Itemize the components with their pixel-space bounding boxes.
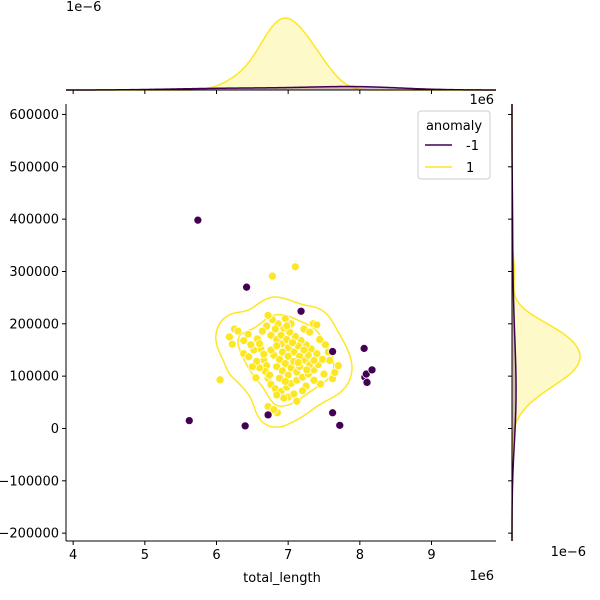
point-normal [233,326,243,336]
point-normal [292,396,302,406]
point-normal [251,373,261,383]
point-normal [268,271,277,281]
point-anomaly [242,282,251,292]
y-tick-label: 300000 [9,265,59,280]
point-normal [272,390,282,400]
main-plot-area: 4 5 6 7 8 9 −200000 −100000 0 100000 200000 300000 4… [0,104,496,563]
right-marginal-offset-label: 1e−6 [551,545,586,560]
point-normal [325,356,335,365]
point-normal [243,329,253,339]
point-anomaly [240,421,250,431]
point-anomaly [193,215,203,225]
point-anomaly [367,365,377,375]
point-normal [312,320,322,330]
right-density-fill-1 [512,104,580,541]
point-normal [270,324,280,334]
x-tick-label: 8 [356,548,364,563]
point-anomaly [362,378,372,387]
point-normal [265,370,274,380]
point-normal [299,345,309,355]
x-tick-label: 7 [284,548,292,563]
x-tick-label: 4 [69,548,77,563]
y-tick-label: −100000 [0,474,59,489]
point-normal [321,340,330,350]
point-normal [316,379,325,389]
top-marginal-offset-label: 1e−6 [66,0,101,15]
right-marginal-plot [508,103,581,542]
x-tick-label: 5 [141,548,149,563]
x-tick-label: 6 [212,548,220,563]
density-contour-0 [215,296,353,429]
point-normal [293,358,303,367]
point-normal [333,361,343,371]
x-axis-label: total_length [243,571,321,586]
point-normal [302,365,312,375]
point-normal [315,335,325,344]
y-tick-label: 0 [51,422,59,437]
y-tick-label: 500000 [9,160,59,175]
y-tick-label: 100000 [9,370,59,385]
point-normal [259,349,269,359]
point-normal [290,262,300,272]
point-normal [330,368,340,377]
point-normal [269,405,279,414]
point-normal [309,375,319,385]
point-normal [225,332,234,342]
legend: anomaly -1 1 [417,110,491,180]
legend-label-1: 1 [466,161,474,176]
point-normal [283,351,293,361]
point-normal [280,377,290,386]
top-marginal-plot [65,17,497,94]
x-offset-label: 1e6 [469,569,494,584]
point-anomaly [263,410,273,420]
point-anomaly [335,420,345,430]
y-tick-label: 400000 [9,213,59,228]
legend-title: anomaly [426,119,482,134]
point-normal [247,362,257,372]
point-normal [263,311,273,320]
point-normal [309,356,319,365]
point-normal [244,352,254,362]
point-normal [215,375,225,385]
point-anomaly [184,416,194,425]
point-normal [279,393,289,403]
y-tick-label: −200000 [0,527,59,542]
point-normal [305,327,315,337]
point-normal [227,339,237,349]
y-tick-label: 600000 [9,108,59,123]
point-normal [298,386,307,396]
point-anomaly [328,408,337,418]
point-anomaly [328,347,337,356]
legend-box [417,110,491,180]
point-normal [282,321,292,331]
x-tick-label: 9 [427,548,435,563]
point-normal [258,326,267,336]
point-anomaly [359,344,369,353]
point-anomaly [296,306,306,316]
point-normal [239,336,249,345]
point-normal [288,338,297,347]
point-normal [272,341,282,351]
top-density-fill-1 [66,18,496,90]
point-normal [289,389,299,399]
point-normal [255,339,264,349]
point-normal [246,340,256,350]
legend-label-neg1: -1 [466,139,479,154]
y-tick-label: 200000 [9,317,59,332]
y-offset-label: 1e6 [469,93,494,108]
point-normal [319,369,329,379]
